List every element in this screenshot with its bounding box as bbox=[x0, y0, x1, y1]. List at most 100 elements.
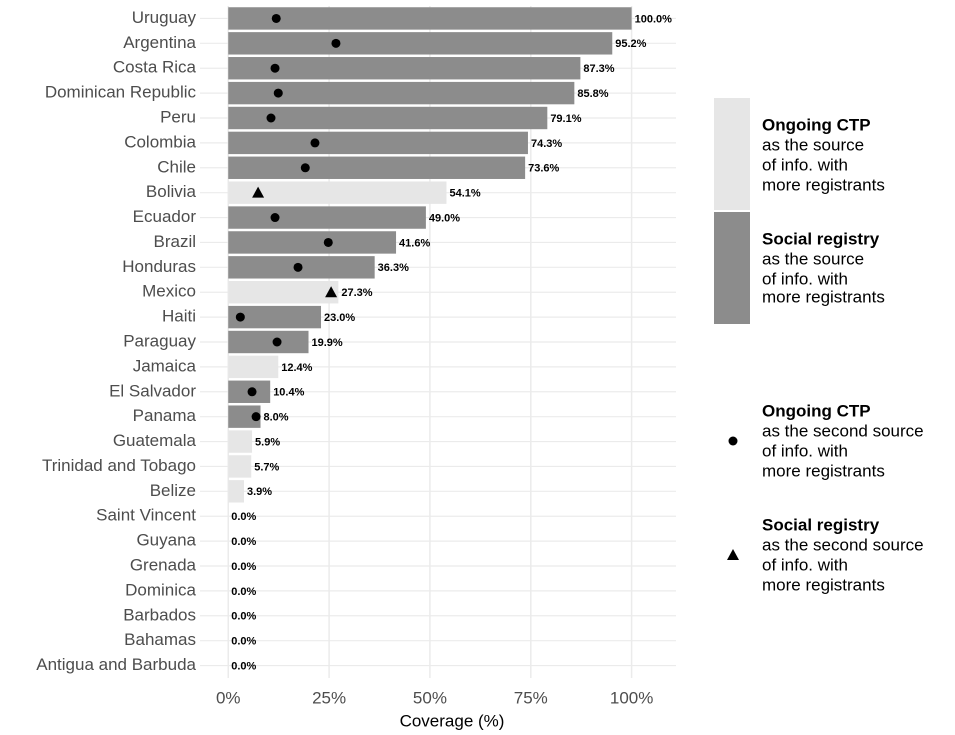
category-label: Antigua and Barbuda bbox=[36, 655, 196, 674]
dot-marker bbox=[331, 38, 341, 48]
value-label: 12.4% bbox=[281, 362, 312, 374]
value-label: 23.0% bbox=[324, 312, 355, 324]
category-label: Mexico bbox=[142, 282, 196, 301]
dot-marker bbox=[272, 337, 282, 347]
legend-text: more registrants bbox=[762, 461, 885, 480]
bar bbox=[228, 231, 397, 254]
category-label: Argentina bbox=[123, 33, 196, 52]
category-label: Haiti bbox=[162, 307, 196, 326]
category-label: Belize bbox=[150, 481, 196, 500]
category-label: Guyana bbox=[136, 531, 196, 550]
x-axis-title: Coverage (%) bbox=[400, 711, 505, 730]
value-label: 0.0% bbox=[231, 511, 256, 523]
value-label: 87.3% bbox=[583, 63, 614, 75]
x-tick-label: 50% bbox=[413, 688, 447, 707]
legend-title: Ongoing CTP bbox=[762, 115, 871, 134]
bar bbox=[228, 430, 253, 453]
category-label: Saint Vincent bbox=[96, 506, 196, 525]
legend-title: Ongoing CTP bbox=[762, 401, 871, 420]
legend-text: more registrants bbox=[762, 575, 885, 594]
value-label: 79.1% bbox=[550, 113, 581, 125]
bar bbox=[228, 131, 528, 155]
bar bbox=[228, 330, 309, 354]
category-label: Uruguay bbox=[132, 8, 197, 27]
category-label: Panama bbox=[133, 406, 197, 425]
category-label: Dominican Republic bbox=[45, 83, 197, 102]
value-label: 0.0% bbox=[231, 636, 256, 648]
value-label: 19.9% bbox=[312, 337, 343, 349]
value-label: 95.2% bbox=[615, 38, 646, 50]
category-label: Trinidad and Tobago bbox=[42, 456, 196, 475]
legend-swatch bbox=[714, 98, 750, 210]
bar bbox=[228, 81, 575, 105]
category-label: El Salvador bbox=[109, 381, 196, 400]
legend-triangle bbox=[727, 549, 739, 560]
bar bbox=[228, 206, 426, 229]
value-label: 5.7% bbox=[254, 461, 279, 473]
category-label: Dominica bbox=[125, 580, 196, 599]
legend-text: of info. with bbox=[762, 441, 848, 460]
value-label: 100.0% bbox=[635, 13, 673, 25]
value-label: 0.0% bbox=[231, 536, 256, 548]
legend-text: of info. with bbox=[762, 155, 848, 174]
dot-marker bbox=[266, 113, 276, 123]
legend-text: as the second source bbox=[762, 421, 924, 440]
value-label: 41.6% bbox=[399, 237, 430, 249]
legend-text: as the source bbox=[762, 135, 864, 154]
category-label: Peru bbox=[160, 107, 196, 126]
bar bbox=[228, 305, 322, 329]
category-label: Grenada bbox=[130, 555, 197, 574]
x-tick-label: 75% bbox=[514, 688, 548, 707]
legend-text: as the second source bbox=[762, 535, 924, 554]
dot-marker bbox=[300, 163, 310, 173]
legend-text: of info. with bbox=[762, 555, 848, 574]
dot-marker bbox=[247, 387, 257, 397]
category-label: Costa Rica bbox=[113, 58, 197, 77]
legend-text: more registrants bbox=[762, 287, 885, 306]
bar bbox=[228, 355, 279, 379]
value-label: 85.8% bbox=[577, 88, 608, 100]
value-label: 0.0% bbox=[231, 561, 256, 573]
value-label: 8.0% bbox=[264, 412, 289, 424]
value-label: 49.0% bbox=[429, 212, 460, 224]
bar bbox=[228, 32, 613, 55]
legend-dot bbox=[728, 436, 738, 446]
triangle-marker bbox=[325, 286, 338, 298]
category-label: Chile bbox=[157, 157, 196, 176]
category-label: Honduras bbox=[122, 257, 196, 276]
bar bbox=[228, 57, 581, 80]
legend-swatch bbox=[714, 212, 750, 324]
bar bbox=[228, 480, 244, 503]
x-tick-label: 100% bbox=[610, 688, 653, 707]
value-label: 27.3% bbox=[341, 287, 372, 299]
category-label: Paraguay bbox=[123, 331, 196, 350]
category-label: Guatemala bbox=[113, 431, 197, 450]
bar bbox=[228, 7, 632, 30]
dot-marker bbox=[273, 88, 283, 98]
dot-marker bbox=[270, 213, 280, 223]
legend-title: Social registry bbox=[762, 515, 880, 534]
dot-marker bbox=[251, 412, 261, 422]
dot-marker bbox=[323, 237, 333, 247]
value-label: 3.9% bbox=[247, 486, 272, 498]
bar bbox=[228, 181, 447, 204]
dot-marker bbox=[293, 262, 303, 272]
category-label: Colombia bbox=[124, 132, 196, 151]
value-label: 0.0% bbox=[231, 660, 256, 672]
legend-text: as the source bbox=[762, 249, 864, 268]
value-label: 0.0% bbox=[231, 586, 256, 598]
bar bbox=[228, 455, 252, 478]
value-label: 10.4% bbox=[273, 387, 304, 399]
legend-title: Social registry bbox=[762, 229, 880, 248]
dot-marker bbox=[235, 312, 245, 322]
category-label: Bahamas bbox=[124, 630, 196, 649]
value-label: 36.3% bbox=[378, 262, 409, 274]
category-label: Bolivia bbox=[146, 182, 197, 201]
value-label: 74.3% bbox=[531, 138, 562, 150]
value-label: 73.6% bbox=[528, 163, 559, 175]
dot-marker bbox=[270, 63, 280, 73]
dot-marker bbox=[271, 13, 281, 23]
category-label: Ecuador bbox=[133, 207, 197, 226]
value-label: 54.1% bbox=[449, 188, 480, 200]
